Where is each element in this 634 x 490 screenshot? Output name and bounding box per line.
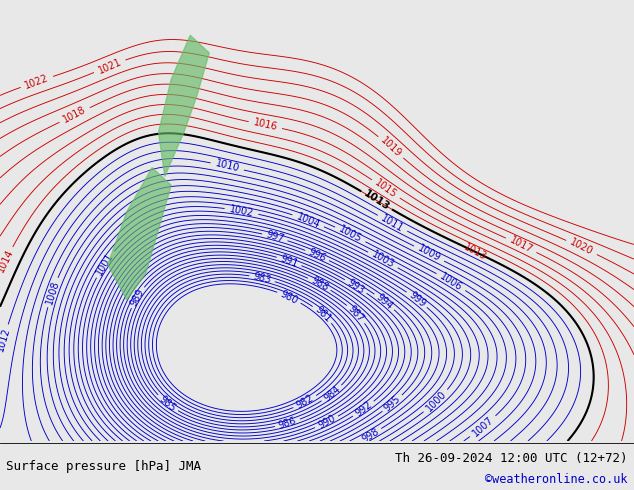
Text: 1012: 1012: [0, 326, 11, 352]
Text: ©weatheronline.co.uk: ©weatheronline.co.uk: [485, 473, 628, 486]
Text: 996: 996: [307, 247, 328, 264]
Text: 985: 985: [157, 393, 178, 413]
Text: 987: 987: [346, 304, 366, 324]
Text: 984: 984: [321, 384, 342, 403]
Polygon shape: [158, 35, 209, 176]
Text: 1021: 1021: [96, 56, 123, 75]
Text: 1005: 1005: [337, 224, 363, 245]
Text: 1010: 1010: [214, 159, 240, 174]
Text: 1004: 1004: [295, 211, 321, 230]
Text: 1002: 1002: [228, 204, 254, 218]
Text: 997: 997: [264, 230, 285, 245]
Text: 1006: 1006: [438, 271, 464, 293]
Text: 1015: 1015: [373, 178, 399, 200]
Polygon shape: [108, 168, 171, 300]
Text: 993: 993: [346, 277, 366, 295]
Text: 983: 983: [252, 271, 273, 285]
Text: 1003: 1003: [370, 249, 396, 270]
Text: 995: 995: [382, 393, 403, 414]
Text: 1019: 1019: [378, 135, 403, 159]
Text: 1000: 1000: [424, 389, 448, 414]
Text: Th 26-09-2024 12:00 UTC (12+72): Th 26-09-2024 12:00 UTC (12+72): [395, 452, 628, 465]
Text: 1016: 1016: [252, 118, 278, 133]
Text: 1014: 1014: [0, 247, 15, 274]
Text: 994: 994: [374, 292, 395, 312]
Text: 990: 990: [316, 414, 337, 431]
Text: 992: 992: [353, 399, 374, 418]
Text: 998: 998: [359, 426, 380, 444]
Text: Surface pressure [hPa] JMA: Surface pressure [hPa] JMA: [6, 460, 202, 473]
Text: 988: 988: [309, 275, 330, 293]
Text: 1013: 1013: [362, 188, 391, 213]
Text: 1007: 1007: [470, 415, 496, 439]
Text: 1013: 1013: [462, 242, 489, 262]
Text: 980: 980: [279, 289, 300, 306]
Text: 999: 999: [406, 290, 427, 309]
Text: 986: 986: [277, 416, 298, 431]
Text: 1001: 1001: [94, 251, 115, 277]
Text: 981: 981: [313, 304, 333, 324]
Text: 982: 982: [295, 393, 316, 411]
Text: 989: 989: [128, 287, 146, 308]
Text: 1008: 1008: [44, 279, 61, 306]
Text: 1011: 1011: [379, 213, 406, 234]
Text: 1018: 1018: [61, 105, 88, 125]
Text: 1022: 1022: [23, 73, 50, 91]
Text: 1017: 1017: [508, 235, 534, 255]
Text: 1020: 1020: [568, 237, 595, 257]
Text: 991: 991: [279, 253, 299, 269]
Text: 1009: 1009: [416, 244, 442, 264]
